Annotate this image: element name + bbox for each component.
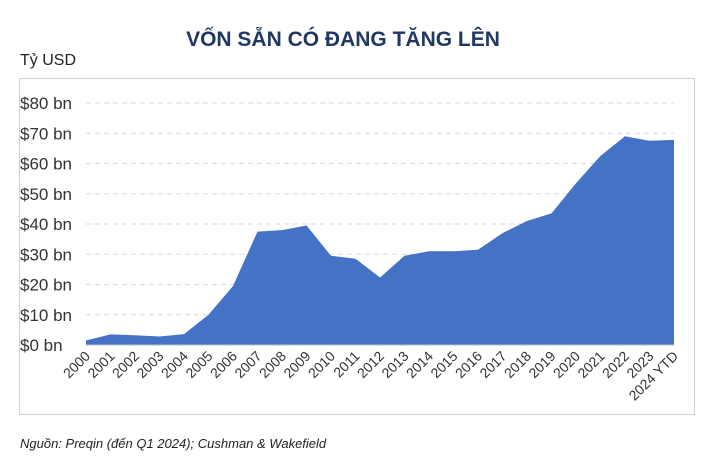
y-tick-label: $30 bn — [20, 245, 72, 264]
x-tick-label: 2007 — [231, 348, 264, 381]
x-tick-label: 2006 — [207, 348, 240, 381]
x-tick-label: 2020 — [550, 348, 583, 381]
x-tick-label: 2016 — [452, 348, 485, 381]
x-tick-label: 2010 — [305, 348, 338, 381]
x-tick-label: 2013 — [378, 348, 411, 381]
area-series — [86, 136, 674, 345]
chart-frame — [19, 78, 695, 415]
x-tick-label: 2012 — [354, 348, 387, 381]
chart-title: VỐN SẴN CÓ ĐANG TĂNG LÊN — [186, 28, 500, 51]
x-tick-label: 2018 — [501, 348, 534, 381]
x-tick-label: 2005 — [182, 348, 215, 381]
x-tick-label: 2014 — [403, 348, 436, 381]
y-tick-label: $70 bn — [20, 124, 72, 143]
y-tick-label: $50 bn — [20, 185, 72, 204]
x-tick-label: 2021 — [574, 348, 607, 381]
x-tick-label: 2002 — [109, 348, 142, 381]
y-tick-label: $0 bn — [20, 336, 63, 355]
x-tick-label: 2015 — [427, 348, 460, 381]
x-tick-label: 2001 — [84, 348, 117, 381]
x-tick-label: 2017 — [476, 348, 509, 381]
x-tick-label: 2019 — [525, 348, 558, 381]
x-tick-label: 2011 — [330, 348, 363, 381]
source-note: Nguồn: Preqin (đến Q1 2024); Cushman & W… — [20, 436, 327, 451]
y-tick-label: $40 bn — [20, 215, 72, 234]
y-unit-label: Tỷ USD — [20, 52, 76, 69]
x-tick-label: 2000 — [60, 348, 93, 381]
x-tick-label: 2009 — [280, 348, 313, 381]
y-tick-label: $20 bn — [20, 276, 72, 295]
x-tick-label: 2022 — [599, 348, 632, 381]
x-tick-label: 2003 — [133, 348, 166, 381]
y-tick-label: $80 bn — [20, 94, 72, 113]
y-tick-label: $60 bn — [20, 155, 72, 174]
y-tick-label: $10 bn — [20, 306, 72, 325]
x-tick-label: 2004 — [158, 348, 191, 381]
x-tick-label: 2008 — [256, 348, 289, 381]
